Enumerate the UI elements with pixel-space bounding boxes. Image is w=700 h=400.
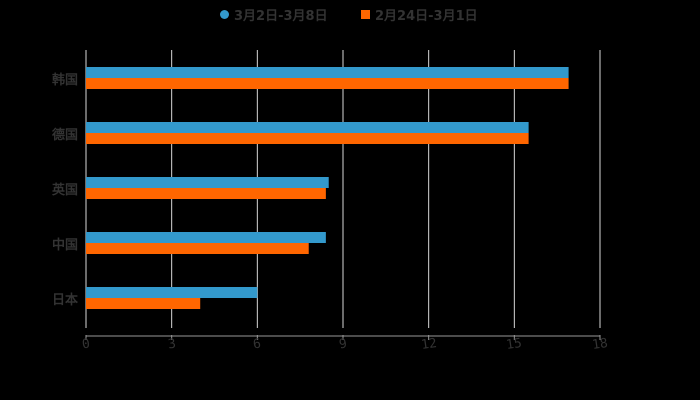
y-category-label: 日本	[51, 293, 78, 308]
bar[interactable]	[86, 133, 529, 144]
bar[interactable]	[86, 243, 309, 254]
bar[interactable]	[86, 177, 329, 188]
legend-label: 3月2日-3月8日	[234, 8, 328, 24]
legend-marker-circle-icon	[220, 9, 229, 19]
bar[interactable]	[86, 78, 569, 89]
y-category-label: 德国	[51, 128, 78, 143]
bar[interactable]	[86, 122, 529, 133]
bar[interactable]	[86, 188, 326, 199]
legend-marker-square-icon	[361, 9, 370, 19]
legend-item-series-1[interactable]: 3月2日-3月8日	[220, 4, 328, 24]
x-tick-label: 12	[419, 335, 438, 354]
legend-label: 2月24日-3月1日	[375, 8, 478, 24]
x-tick-label: 15	[505, 335, 524, 354]
bar[interactable]	[86, 298, 201, 309]
bar[interactable]	[86, 67, 569, 78]
bar[interactable]	[86, 232, 326, 243]
x-tick-label: 18	[591, 335, 609, 354]
chart-legend: 3月2日-3月8日 2月24日-3月1日	[0, 4, 700, 24]
legend-item-series-2[interactable]: 2月24日-3月1日	[361, 4, 478, 24]
y-category-label: 英国	[51, 183, 78, 198]
y-category-label: 中国	[51, 238, 78, 253]
y-category-label: 韩国	[51, 73, 78, 88]
x-tick-label: 3	[166, 336, 177, 353]
bar[interactable]	[86, 287, 258, 298]
